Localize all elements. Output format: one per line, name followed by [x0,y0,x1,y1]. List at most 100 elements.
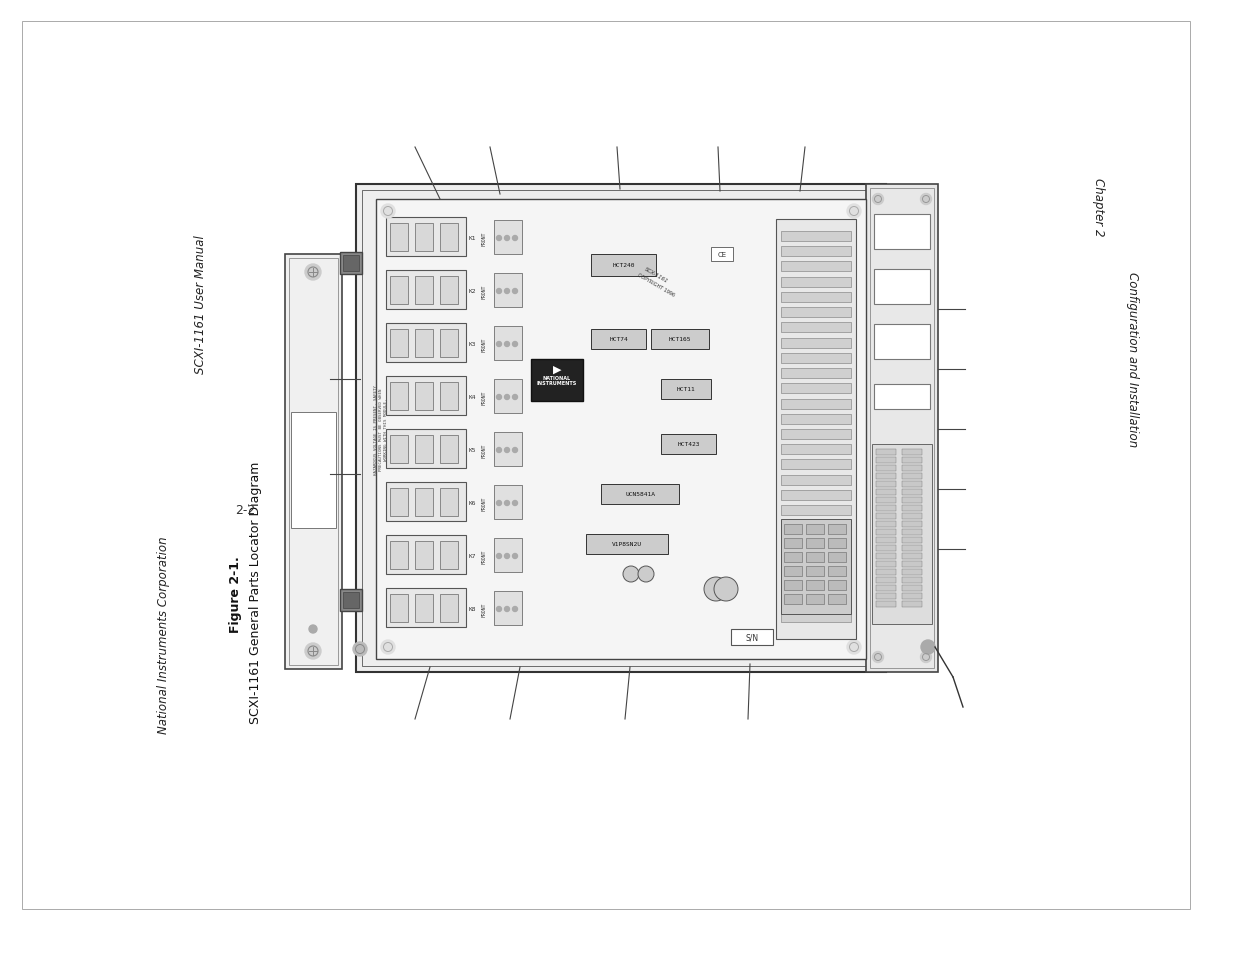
Circle shape [496,607,501,612]
Bar [387,218,466,256]
Text: FRONT: FRONT [482,602,487,617]
Text: HCT74: HCT74 [609,337,627,342]
Text: HCT165: HCT165 [668,337,692,342]
Bar [902,530,923,536]
Bar [781,519,851,615]
Bar [876,569,897,576]
Bar [531,359,583,401]
Bar [340,589,362,612]
Bar [415,330,433,357]
Bar [781,476,851,485]
Bar [781,430,851,439]
Bar [387,482,466,521]
Bar [387,324,466,363]
Bar [343,593,359,608]
Bar [289,258,338,665]
Bar [902,497,923,503]
Bar [390,330,408,357]
Bar [902,578,923,583]
Bar [285,254,342,669]
Bar [494,221,522,254]
Bar [876,537,897,543]
Bar [876,490,897,496]
Circle shape [513,554,517,558]
Bar [876,578,897,583]
Bar [390,489,408,517]
Bar [781,612,851,622]
Bar [494,592,522,625]
Bar [494,485,522,519]
Bar [902,594,923,599]
Bar [827,538,846,548]
Bar [806,595,824,604]
Bar [781,566,851,577]
Bar [876,594,897,599]
Bar [494,433,522,467]
Text: K4: K4 [469,395,477,400]
Bar [876,585,897,592]
Bar [874,214,930,250]
Bar [390,541,408,569]
Text: S/N: S/N [746,633,758,641]
Bar [902,569,923,576]
Bar [494,379,522,414]
Bar [806,524,824,535]
Circle shape [505,289,510,294]
Circle shape [513,395,517,400]
Bar [876,474,897,479]
Text: FRONT: FRONT [482,391,487,405]
Circle shape [496,236,501,241]
Bar [784,524,802,535]
Bar [806,538,824,548]
Bar [415,382,433,411]
Text: SCX-1161: SCX-1161 [643,266,669,284]
Circle shape [704,578,727,601]
Bar [806,566,824,577]
Circle shape [714,578,739,601]
Bar [784,553,802,562]
Bar [781,293,851,303]
Bar [874,270,930,305]
Circle shape [353,642,367,657]
Bar [876,481,897,488]
Text: HCT240: HCT240 [613,263,635,268]
Text: CE: CE [718,252,726,257]
Bar [781,491,851,500]
Text: K5: K5 [469,448,477,453]
Bar [387,536,466,575]
Bar [902,537,923,543]
Circle shape [496,289,501,294]
Circle shape [638,566,655,582]
Bar [902,554,923,559]
Bar [415,276,433,305]
Bar [440,330,458,357]
Bar [440,436,458,463]
Bar [494,538,522,573]
Circle shape [505,501,510,506]
Circle shape [505,395,510,400]
Bar [866,185,939,672]
Bar [876,530,897,536]
Bar [390,224,408,252]
Text: K2: K2 [469,289,477,294]
Bar [872,444,932,624]
Bar [592,330,646,350]
Bar [440,224,458,252]
Bar [387,376,466,416]
Circle shape [505,342,510,347]
Bar [781,415,851,424]
Circle shape [305,265,321,281]
Text: FRONT: FRONT [482,232,487,246]
Bar [781,460,851,470]
Bar [876,457,897,463]
Bar [375,200,866,659]
Bar [827,566,846,577]
Circle shape [847,205,861,219]
Bar [781,521,851,531]
Bar [776,220,856,639]
Circle shape [872,652,883,662]
Bar [806,580,824,590]
Bar [902,521,923,527]
Bar [784,580,802,590]
Bar [440,276,458,305]
